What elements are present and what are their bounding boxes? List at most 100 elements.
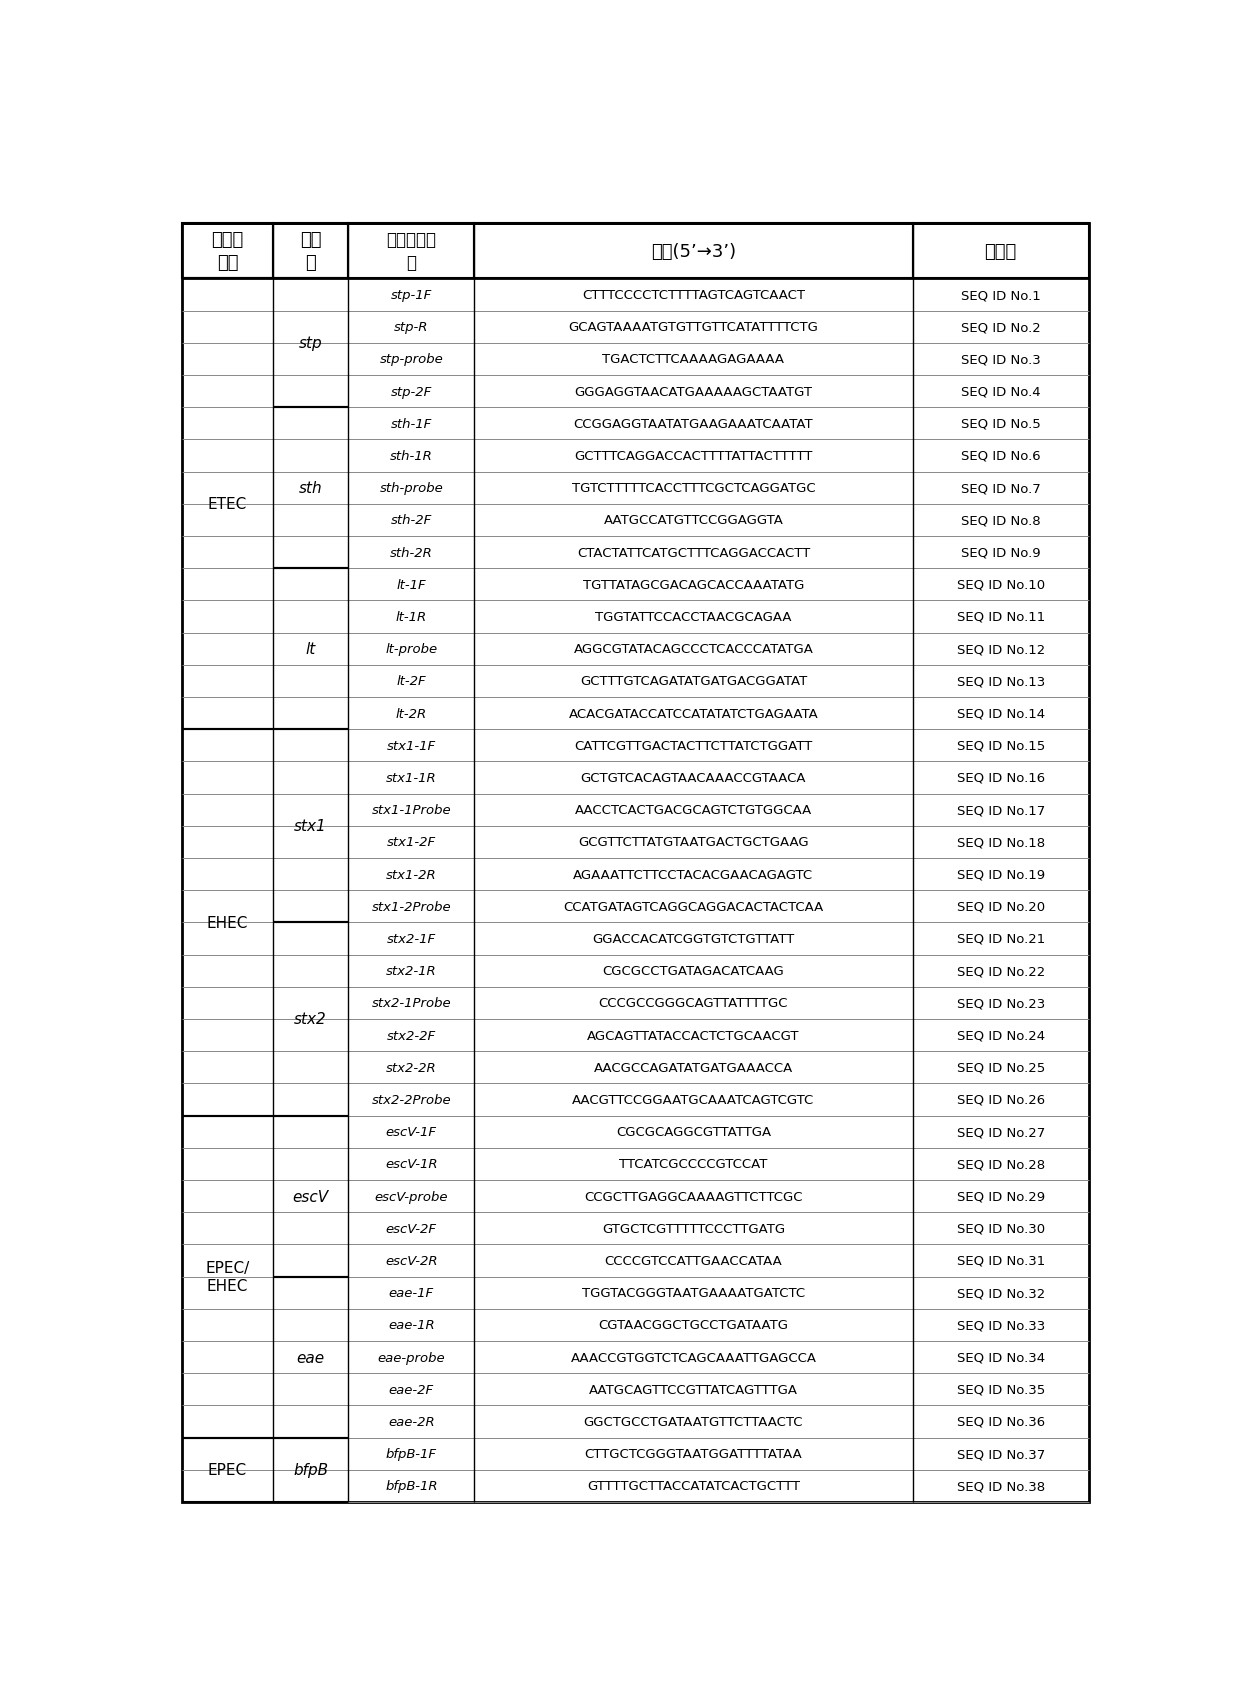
Text: CTTGCTCGGGTAATGGATTTTATAA: CTTGCTCGGGTAATGGATTTTATAA bbox=[584, 1448, 802, 1459]
Text: bfpB-1F: bfpB-1F bbox=[386, 1448, 436, 1459]
Text: CGCGCCTGATAGACATCAAG: CGCGCCTGATAGACATCAAG bbox=[603, 965, 785, 977]
Text: ACACGATACCATCCATATATCTGAGAATA: ACACGATACCATCCATATATCTGAGAATA bbox=[569, 708, 818, 720]
Text: TGGTATTCCACCTAACGCAGAA: TGGTATTCCACCTAACGCAGAA bbox=[595, 610, 791, 624]
Text: EHEC: EHEC bbox=[207, 916, 248, 931]
Text: SEQ ID No.29: SEQ ID No.29 bbox=[956, 1190, 1045, 1202]
Text: EPEC/
EHEC: EPEC/ EHEC bbox=[206, 1260, 249, 1294]
Text: bfpB-1R: bfpB-1R bbox=[384, 1480, 438, 1492]
Text: stx2-1Probe: stx2-1Probe bbox=[372, 997, 451, 1009]
Bar bbox=[182, 223, 273, 280]
Text: SEQ ID No.17: SEQ ID No.17 bbox=[956, 803, 1045, 817]
Text: CCATGATAGTCAGGCAGGACACTACTCAA: CCATGATAGTCAGGCAGGACACTACTCAA bbox=[563, 900, 823, 914]
Text: stx1-2Probe: stx1-2Probe bbox=[372, 900, 451, 914]
Text: GCGTTCTTATGTAATGACTGCTGAAG: GCGTTCTTATGTAATGACTGCTGAAG bbox=[578, 835, 808, 849]
Text: SEQ ID No.30: SEQ ID No.30 bbox=[956, 1222, 1045, 1234]
Text: SEQ ID No.35: SEQ ID No.35 bbox=[956, 1383, 1045, 1396]
Text: GGGAGGTAACATGAAAAAGCTAATGT: GGGAGGTAACATGAAAAAGCTAATGT bbox=[574, 385, 812, 399]
Text: sth-1F: sth-1F bbox=[391, 418, 432, 431]
Text: AAACCGTGGTCTCAGCAAATTGAGCCA: AAACCGTGGTCTCAGCAAATTGAGCCA bbox=[570, 1350, 816, 1364]
Text: SEQ ID No.9: SEQ ID No.9 bbox=[961, 546, 1040, 559]
Text: SEQ ID No.21: SEQ ID No.21 bbox=[956, 933, 1045, 945]
Text: SEQ ID No.36: SEQ ID No.36 bbox=[956, 1415, 1045, 1429]
Text: GGACCACATCGGTGTCTGTTATT: GGACCACATCGGTGTCTGTTATT bbox=[593, 933, 795, 945]
Text: lt-2R: lt-2R bbox=[396, 708, 427, 720]
Text: sth-2R: sth-2R bbox=[389, 546, 433, 559]
Text: SEQ ID No.32: SEQ ID No.32 bbox=[956, 1286, 1045, 1299]
Text: TGTTATAGCGACAGCACCAAATATG: TGTTATAGCGACAGCACCAAATATG bbox=[583, 578, 804, 592]
Text: SEQ ID No.10: SEQ ID No.10 bbox=[956, 578, 1045, 592]
Text: 序列号: 序列号 bbox=[985, 242, 1017, 261]
Text: stp-1F: stp-1F bbox=[391, 288, 432, 302]
Text: SEQ ID No.18: SEQ ID No.18 bbox=[956, 835, 1045, 849]
Text: CATTCGTTGACTACTTCTTATCTGGATT: CATTCGTTGACTACTTCTTATCTGGATT bbox=[574, 740, 812, 752]
Text: stx2-1F: stx2-1F bbox=[387, 933, 436, 945]
Text: CGCGCAGGCGTTATTGA: CGCGCAGGCGTTATTGA bbox=[616, 1125, 771, 1139]
Text: sth: sth bbox=[299, 481, 322, 496]
Text: GCAGTAAAATGTGTTGTTCATATTTTCTG: GCAGTAAAATGTGTTGTTCATATTTTCTG bbox=[568, 321, 818, 334]
Text: SEQ ID No.6: SEQ ID No.6 bbox=[961, 450, 1040, 462]
Text: stx1-2R: stx1-2R bbox=[386, 868, 436, 881]
Text: SEQ ID No.20: SEQ ID No.20 bbox=[956, 900, 1045, 914]
Text: escV-1F: escV-1F bbox=[386, 1125, 436, 1139]
Text: TTCATCGCCCCGTCCAT: TTCATCGCCCCGTCCAT bbox=[619, 1158, 768, 1171]
Text: sth-probe: sth-probe bbox=[379, 483, 443, 494]
Text: GCTTTGTCAGATATGATGACGGATAT: GCTTTGTCAGATATGATGACGGATAT bbox=[580, 675, 807, 689]
Text: AACGCCAGATATGATGAAACCA: AACGCCAGATATGATGAAACCA bbox=[594, 1061, 794, 1074]
Text: AGCAGTTATACCACTCTGCAACGT: AGCAGTTATACCACTCTGCAACGT bbox=[588, 1028, 800, 1042]
Text: SEQ ID No.25: SEQ ID No.25 bbox=[956, 1061, 1045, 1074]
Text: AGGCGTATACAGCCCTCACCCATATGA: AGGCGTATACAGCCCTCACCCATATGA bbox=[573, 643, 813, 656]
Text: CCGGAGGTAATATGAAGAAATCAATAT: CCGGAGGTAATATGAAGAAATCAATAT bbox=[574, 418, 813, 431]
Bar bbox=[273, 223, 348, 280]
Text: escV-1R: escV-1R bbox=[384, 1158, 438, 1171]
Text: SEQ ID No.2: SEQ ID No.2 bbox=[961, 321, 1040, 334]
Text: SEQ ID No.27: SEQ ID No.27 bbox=[956, 1125, 1045, 1139]
Text: eae-2F: eae-2F bbox=[389, 1383, 434, 1396]
Text: stx2: stx2 bbox=[294, 1011, 327, 1026]
Text: CCCCGTCCATTGAACCATAA: CCCCGTCCATTGAACCATAA bbox=[605, 1255, 782, 1267]
Text: SEQ ID No.8: SEQ ID No.8 bbox=[961, 515, 1040, 527]
Text: SEQ ID No.7: SEQ ID No.7 bbox=[961, 483, 1040, 494]
Text: CTTTCCCCTCTTTTAGTCAGTCAACT: CTTTCCCCTCTTTTAGTCAGTCAACT bbox=[582, 288, 805, 302]
Text: SEQ ID No.12: SEQ ID No.12 bbox=[956, 643, 1045, 656]
Text: 靶基
因: 靶基 因 bbox=[300, 230, 321, 273]
Text: SEQ ID No.38: SEQ ID No.38 bbox=[956, 1480, 1045, 1492]
Text: SEQ ID No.1: SEQ ID No.1 bbox=[961, 288, 1040, 302]
Text: GTGCTCGTTTTTCCCTTGATG: GTGCTCGTTTTTCCCTTGATG bbox=[601, 1222, 785, 1234]
Text: stx1: stx1 bbox=[294, 818, 327, 834]
Text: sth-2F: sth-2F bbox=[391, 515, 432, 527]
Text: stx1-1Probe: stx1-1Probe bbox=[372, 803, 451, 817]
Text: lt-1R: lt-1R bbox=[396, 610, 427, 624]
Text: SEQ ID No.11: SEQ ID No.11 bbox=[956, 610, 1045, 624]
Text: 检测病
原菌: 检测病 原菌 bbox=[211, 230, 243, 273]
Text: AGAAATTCTTCCTACACGAACAGAGTC: AGAAATTCTTCCTACACGAACAGAGTC bbox=[573, 868, 813, 881]
Text: SEQ ID No.23: SEQ ID No.23 bbox=[956, 997, 1045, 1009]
Text: lt-probe: lt-probe bbox=[386, 643, 438, 656]
Text: SEQ ID No.3: SEQ ID No.3 bbox=[961, 353, 1040, 367]
Text: TGGTACGGGTAATGAAAATGATCTC: TGGTACGGGTAATGAAAATGATCTC bbox=[582, 1286, 805, 1299]
Text: lt: lt bbox=[305, 641, 316, 656]
Text: stp: stp bbox=[299, 336, 322, 351]
Text: SEQ ID No.16: SEQ ID No.16 bbox=[956, 772, 1045, 784]
Text: stx2-2F: stx2-2F bbox=[387, 1028, 436, 1042]
Text: lt-2F: lt-2F bbox=[397, 675, 427, 689]
Text: GGCTGCCTGATAATGTTCTTAACTC: GGCTGCCTGATAATGTTCTTAACTC bbox=[584, 1415, 804, 1429]
Text: stx1-2F: stx1-2F bbox=[387, 835, 436, 849]
Bar bbox=[913, 223, 1089, 280]
Text: GTTTTGCTTACCATATCACTGCTTT: GTTTTGCTTACCATATCACTGCTTT bbox=[587, 1480, 800, 1492]
Text: AATGCAGTTCCGTTATCAGTTTGA: AATGCAGTTCCGTTATCAGTTTGA bbox=[589, 1383, 797, 1396]
Text: SEQ ID No.26: SEQ ID No.26 bbox=[956, 1093, 1045, 1107]
Text: CTACTATTCATGCTTTCAGGACCACTT: CTACTATTCATGCTTTCAGGACCACTT bbox=[577, 546, 810, 559]
Text: sth-1R: sth-1R bbox=[389, 450, 433, 462]
Text: SEQ ID No.14: SEQ ID No.14 bbox=[956, 708, 1045, 720]
Text: GCTTTCAGGACCACTTTTATTACTTTTT: GCTTTCAGGACCACTTTTATTACTTTTT bbox=[574, 450, 812, 462]
Text: stx1-1F: stx1-1F bbox=[387, 740, 436, 752]
Text: SEQ ID No.31: SEQ ID No.31 bbox=[956, 1255, 1045, 1267]
Text: escV-2F: escV-2F bbox=[386, 1222, 436, 1234]
Text: TGTCTTTTTCACCTTTCGCTCAGGATGC: TGTCTTTTTCACCTTTCGCTCAGGATGC bbox=[572, 483, 815, 494]
Text: eae-probe: eae-probe bbox=[377, 1350, 445, 1364]
Text: CCGCTTGAGGCAAAAGTTCTTCGC: CCGCTTGAGGCAAAAGTTCTTCGC bbox=[584, 1190, 802, 1202]
Text: stx2-2Probe: stx2-2Probe bbox=[372, 1093, 451, 1107]
Text: eae: eae bbox=[296, 1350, 325, 1364]
Text: SEQ ID No.28: SEQ ID No.28 bbox=[956, 1158, 1045, 1171]
Text: 序列(5’→3’): 序列(5’→3’) bbox=[651, 242, 737, 261]
